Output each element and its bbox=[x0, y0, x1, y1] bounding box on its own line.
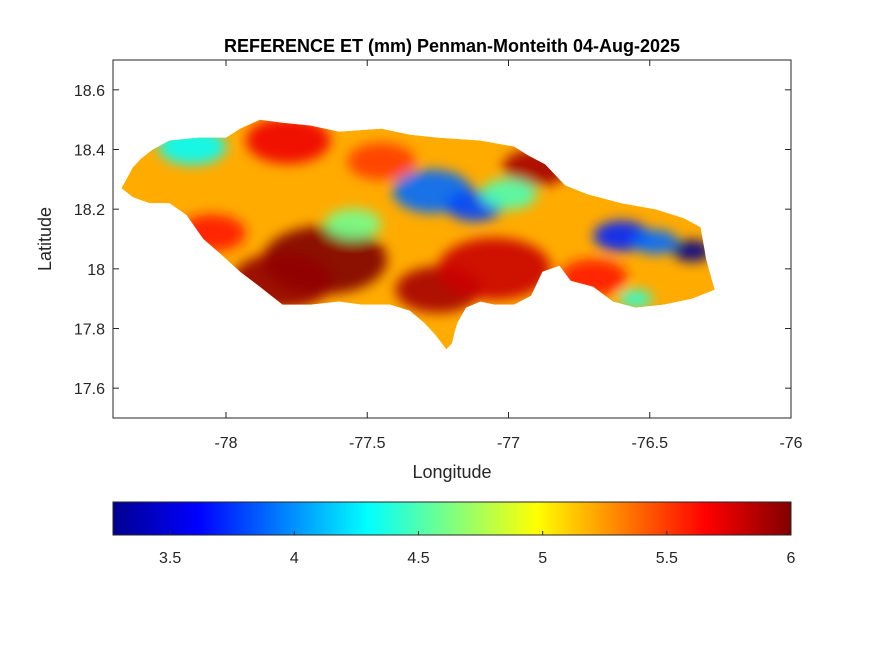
y-tick-label: 18.4 bbox=[74, 143, 105, 160]
x-tick-label: -77.5 bbox=[349, 435, 386, 452]
et-blob bbox=[632, 229, 679, 255]
colorbar-tick-label: 6 bbox=[787, 550, 796, 567]
et-blob bbox=[245, 119, 331, 164]
et-field bbox=[121, 119, 715, 350]
colorbar-ticks: 3.5 4 4.5 5 5.5 6 bbox=[159, 531, 796, 567]
y-tick-label: 18.2 bbox=[74, 202, 105, 219]
colorbar-tick-label: 4.5 bbox=[407, 550, 429, 567]
y-tick-label: 18.6 bbox=[74, 83, 105, 100]
colorbar-tick-label: 3.5 bbox=[159, 550, 181, 567]
y-axis-label: Latitude bbox=[35, 207, 55, 271]
et-blob bbox=[437, 237, 551, 300]
chart-title: REFERENCE ET (mm) Penman-Monteith 04-Aug… bbox=[224, 36, 680, 56]
colorbar-tick-label: 4 bbox=[290, 550, 299, 567]
colorbar bbox=[112, 501, 792, 536]
et-blob bbox=[324, 208, 382, 240]
colorbar-tick-label: 5.5 bbox=[656, 550, 678, 567]
x-tick-label: -76.5 bbox=[632, 435, 669, 452]
x-axis-ticks: -78 -77.5 -77 -76.5 -76 bbox=[214, 60, 803, 452]
y-tick-label: 18 bbox=[87, 262, 105, 279]
x-tick-label: -77 bbox=[497, 435, 520, 452]
y-tick-label: 17.6 bbox=[74, 381, 105, 398]
et-blob bbox=[618, 289, 653, 309]
et-blob bbox=[347, 142, 416, 180]
et-blob bbox=[480, 178, 537, 210]
x-tick-label: -78 bbox=[214, 435, 237, 452]
y-tick-label: 17.8 bbox=[74, 322, 105, 339]
et-blob bbox=[672, 240, 712, 262]
y-axis-ticks: 17.6 17.8 18 18.2 18.4 18.6 bbox=[74, 83, 791, 398]
x-tick-label: -76 bbox=[779, 435, 802, 452]
x-axis-label: Longitude bbox=[412, 462, 491, 482]
colorbar-tick-label: 5 bbox=[538, 550, 547, 567]
